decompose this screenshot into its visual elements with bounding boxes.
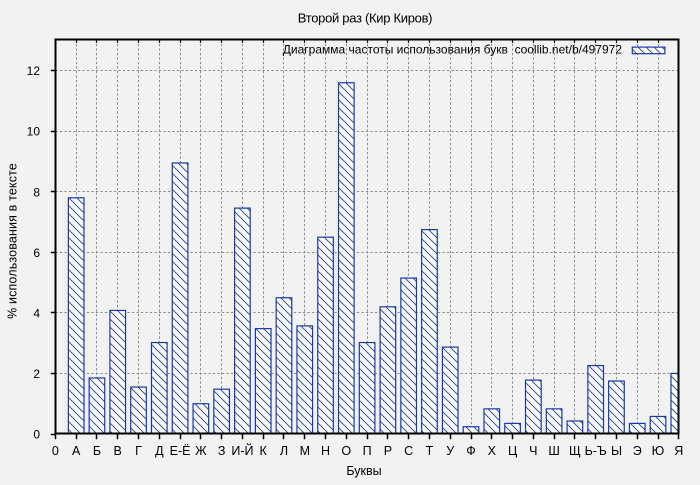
svg-text:Э: Э bbox=[633, 444, 642, 458]
svg-text:К: К bbox=[260, 444, 268, 458]
svg-text:У: У bbox=[446, 444, 454, 458]
svg-text:8: 8 bbox=[33, 185, 40, 199]
svg-text:З: З bbox=[218, 444, 226, 458]
svg-text:% использования в тексте: % использования в тексте bbox=[5, 163, 19, 319]
svg-text:Р: Р bbox=[384, 444, 392, 458]
svg-text:Ы: Ы bbox=[611, 444, 622, 458]
svg-text:Ь-Ъ: Ь-Ъ bbox=[585, 444, 607, 458]
svg-text:Ш: Ш bbox=[548, 444, 559, 458]
svg-text:С: С bbox=[404, 444, 413, 458]
svg-text:Ж: Ж bbox=[195, 444, 207, 458]
svg-text:Ц: Ц bbox=[508, 444, 518, 458]
svg-text:О: О bbox=[341, 444, 351, 458]
svg-text:0: 0 bbox=[33, 428, 40, 442]
svg-text:Второй раз (Кир Киров): Второй раз (Кир Киров) bbox=[298, 11, 432, 26]
svg-text:4: 4 bbox=[33, 306, 40, 320]
svg-text:Х: Х bbox=[488, 444, 497, 458]
svg-text:М: М bbox=[300, 444, 310, 458]
svg-text:А: А bbox=[72, 444, 81, 458]
svg-text:Г: Г bbox=[135, 444, 142, 458]
svg-text:Н: Н bbox=[321, 444, 330, 458]
svg-text:Д: Д bbox=[155, 444, 164, 458]
svg-text:Е-Ё: Е-Ё bbox=[170, 444, 191, 458]
svg-text:Л: Л bbox=[280, 444, 288, 458]
svg-text:Ф: Ф bbox=[466, 444, 476, 458]
svg-text:Щ: Щ bbox=[569, 444, 581, 458]
svg-text:Диаграмма частоты использовани: Диаграмма частоты использования букв coo… bbox=[283, 42, 623, 56]
svg-text:0: 0 bbox=[52, 444, 59, 458]
svg-text:Я: Я bbox=[674, 444, 683, 458]
svg-text:12: 12 bbox=[27, 64, 41, 78]
svg-text:2: 2 bbox=[33, 367, 40, 381]
svg-text:10: 10 bbox=[27, 125, 41, 139]
svg-text:Ю: Ю bbox=[652, 444, 665, 458]
svg-text:П: П bbox=[363, 444, 372, 458]
svg-text:Буквы: Буквы bbox=[346, 464, 381, 478]
svg-text:Т: Т bbox=[426, 444, 434, 458]
svg-text:Ч: Ч bbox=[529, 444, 537, 458]
svg-text:6: 6 bbox=[33, 246, 40, 260]
svg-text:Б: Б bbox=[93, 444, 101, 458]
svg-text:В: В bbox=[114, 444, 122, 458]
svg-text:И-Й: И-Й bbox=[231, 443, 253, 458]
